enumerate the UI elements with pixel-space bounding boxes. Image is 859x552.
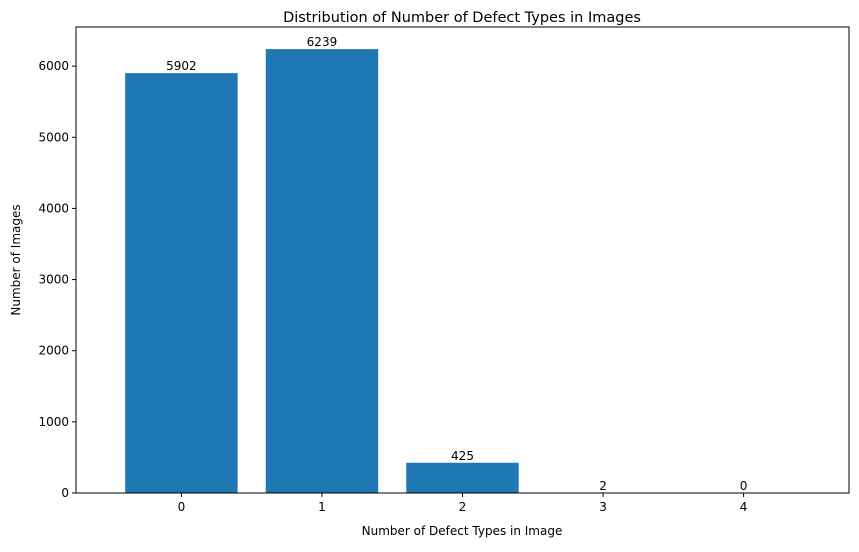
y-tick-label: 0 <box>61 486 69 500</box>
x-tick-label: 2 <box>459 500 467 514</box>
bar-2 <box>406 463 518 493</box>
y-axis: 0 1000 2000 3000 4000 5000 6000 <box>38 59 76 500</box>
data-label-4: 0 <box>740 479 748 493</box>
y-tick-label: 3000 <box>38 273 69 287</box>
x-axis: 0 1 2 3 4 <box>178 493 748 514</box>
chart-title: Distribution of Number of Defect Types i… <box>283 10 641 26</box>
bar-0 <box>125 73 237 493</box>
bar-1 <box>266 49 378 493</box>
x-tick-label: 4 <box>740 500 748 514</box>
y-tick-label: 1000 <box>38 415 69 429</box>
x-tick-label: 3 <box>599 500 607 514</box>
bars-layer <box>125 49 659 493</box>
data-label-3: 2 <box>599 479 607 493</box>
y-tick-label: 2000 <box>38 344 69 358</box>
x-axis-label: Number of Defect Types in Image <box>362 524 563 538</box>
y-axis-label: Number of Images <box>9 204 23 315</box>
data-label-2: 425 <box>451 449 474 463</box>
x-tick-label: 1 <box>318 500 326 514</box>
data-label-1: 6239 <box>307 35 338 49</box>
x-tick-label: 0 <box>178 500 186 514</box>
data-labels-layer: 5902 6239 425 2 0 <box>166 35 747 493</box>
y-tick-label: 4000 <box>38 201 69 215</box>
y-tick-label: 5000 <box>38 130 69 144</box>
y-tick-label: 6000 <box>38 59 69 73</box>
data-label-0: 5902 <box>166 59 197 73</box>
